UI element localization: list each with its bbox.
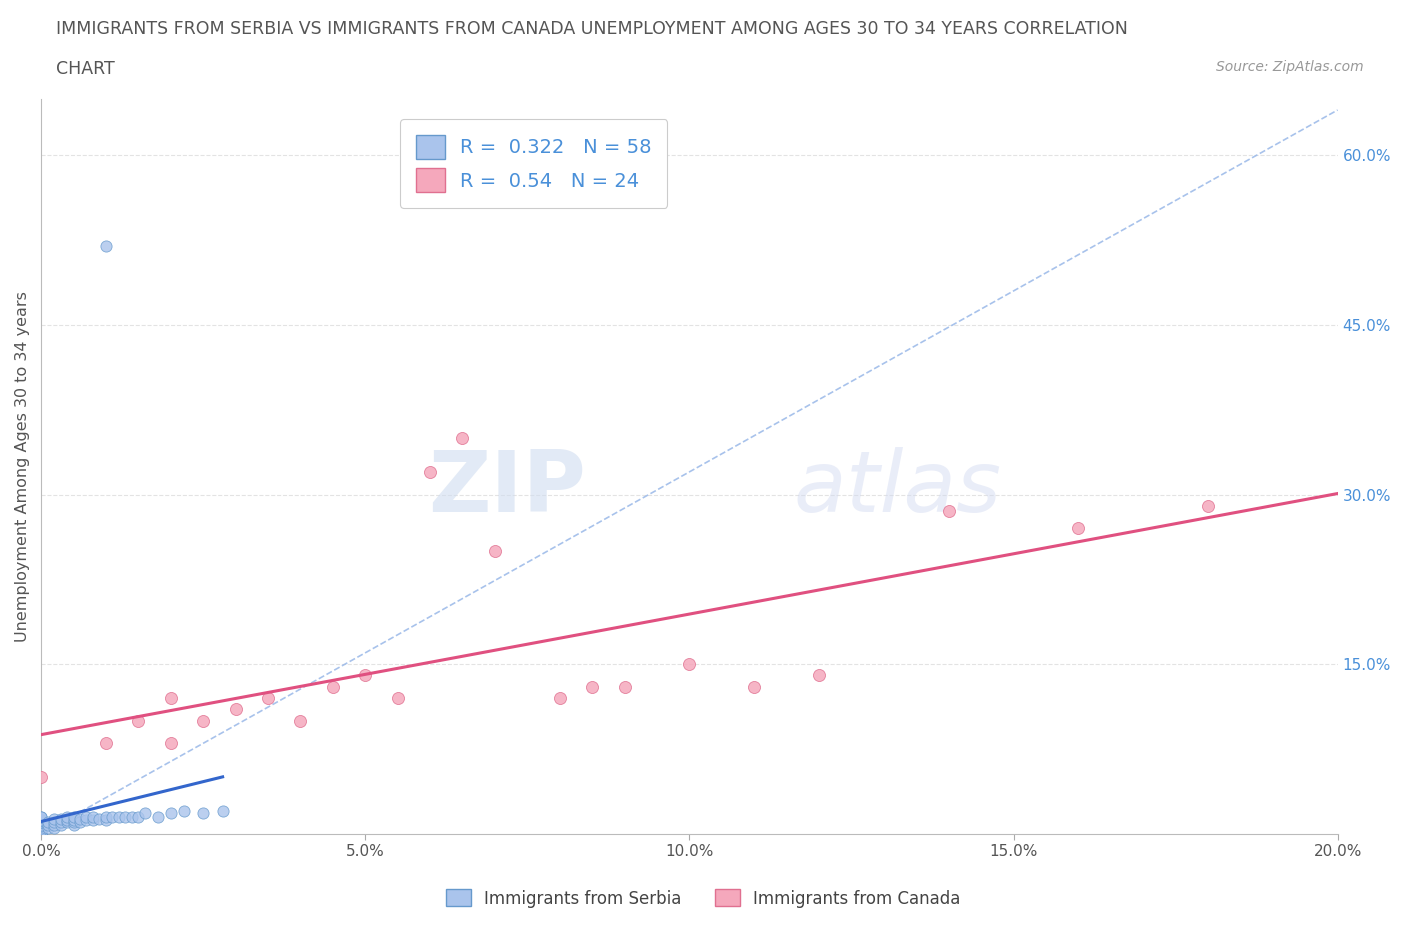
Point	[30, 827, 52, 842]
Point	[451, 431, 474, 445]
Point	[387, 691, 409, 706]
Point	[49, 815, 72, 830]
Point	[82, 809, 104, 824]
Point	[127, 713, 149, 728]
Text: atlas: atlas	[793, 446, 1001, 530]
Point	[134, 806, 156, 821]
Point	[30, 827, 52, 842]
Point	[62, 813, 84, 828]
Legend: Immigrants from Serbia, Immigrants from Canada: Immigrants from Serbia, Immigrants from …	[439, 883, 967, 914]
Point	[37, 820, 59, 835]
Text: Source: ZipAtlas.com: Source: ZipAtlas.com	[1216, 60, 1364, 74]
Point	[146, 809, 169, 824]
Point	[193, 713, 215, 728]
Point	[225, 702, 247, 717]
Point	[49, 817, 72, 832]
Point	[127, 809, 149, 824]
Point	[30, 827, 52, 842]
Point	[938, 504, 960, 519]
Point	[37, 815, 59, 830]
Point	[678, 657, 700, 671]
Point	[30, 770, 52, 785]
Point	[37, 817, 59, 832]
Point	[193, 806, 215, 821]
Point	[30, 815, 52, 830]
Point	[30, 827, 52, 842]
Point	[30, 820, 52, 835]
Point	[548, 691, 571, 706]
Point	[94, 736, 117, 751]
Point	[42, 820, 65, 835]
Point	[56, 809, 79, 824]
Point	[69, 815, 91, 830]
Point	[49, 812, 72, 827]
Point	[159, 691, 181, 706]
Text: ZIP: ZIP	[427, 446, 586, 530]
Point	[108, 809, 131, 824]
Point	[30, 827, 52, 842]
Point	[30, 827, 52, 842]
Point	[173, 804, 195, 818]
Point	[30, 817, 52, 832]
Point	[290, 713, 312, 728]
Point	[30, 809, 52, 824]
Point	[257, 691, 280, 706]
Point	[94, 238, 117, 253]
Point	[322, 679, 344, 694]
Point	[581, 679, 603, 694]
Point	[354, 668, 377, 683]
Point	[1197, 498, 1219, 513]
Point	[30, 823, 52, 838]
Text: IMMIGRANTS FROM SERBIA VS IMMIGRANTS FROM CANADA UNEMPLOYMENT AMONG AGES 30 TO 3: IMMIGRANTS FROM SERBIA VS IMMIGRANTS FRO…	[56, 20, 1128, 38]
Point	[42, 812, 65, 827]
Point	[94, 809, 117, 824]
Point	[484, 544, 506, 559]
Point	[30, 827, 52, 842]
Point	[742, 679, 765, 694]
Legend: R =  0.322   N = 58, R =  0.54   N = 24: R = 0.322 N = 58, R = 0.54 N = 24	[401, 119, 668, 207]
Point	[419, 464, 441, 479]
Point	[121, 809, 143, 824]
Point	[30, 813, 52, 828]
Point	[101, 809, 124, 824]
Point	[30, 809, 52, 824]
Point	[613, 679, 636, 694]
Point	[808, 668, 831, 683]
Point	[211, 804, 233, 818]
Point	[159, 736, 181, 751]
Point	[42, 815, 65, 830]
Point	[30, 827, 52, 842]
Point	[76, 809, 98, 824]
Point	[69, 812, 91, 827]
Point	[42, 817, 65, 832]
Point	[62, 817, 84, 832]
Y-axis label: Unemployment Among Ages 30 to 34 years: Unemployment Among Ages 30 to 34 years	[15, 291, 30, 642]
Point	[76, 813, 98, 828]
Point	[89, 812, 111, 827]
Point	[62, 809, 84, 824]
Point	[1067, 521, 1090, 536]
Point	[30, 815, 52, 830]
Point	[30, 818, 52, 833]
Point	[56, 813, 79, 828]
Text: CHART: CHART	[56, 60, 115, 78]
Point	[30, 827, 52, 842]
Point	[62, 815, 84, 830]
Point	[30, 813, 52, 828]
Point	[114, 809, 136, 824]
Point	[82, 813, 104, 828]
Point	[30, 827, 52, 842]
Point	[94, 813, 117, 828]
Point	[56, 815, 79, 830]
Point	[159, 806, 181, 821]
